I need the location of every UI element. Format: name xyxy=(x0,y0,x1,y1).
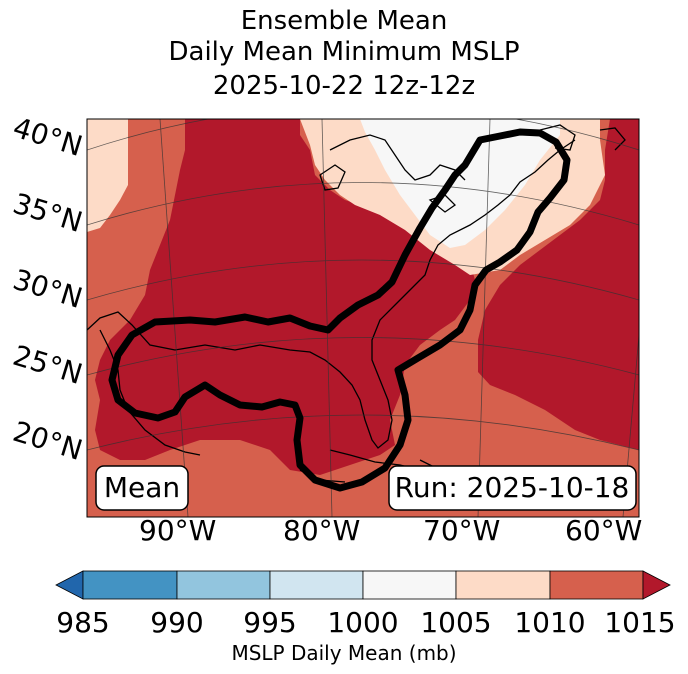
colorbar xyxy=(55,570,671,600)
colorbar-bin-990-995 xyxy=(176,570,271,600)
colorbar-label: MSLP Daily Mean (mb) xyxy=(231,641,457,665)
colorbar-tick-990: 990 xyxy=(150,606,204,639)
run-box-label: Run: 2025-10-18 xyxy=(395,471,630,504)
colorbar-tick-1005: 1005 xyxy=(420,606,492,639)
lon-label-90w: 90°W xyxy=(139,514,217,547)
colorbar-bin-1005-1010 xyxy=(455,570,551,600)
colorbar-bin-985-990 xyxy=(82,570,178,600)
colorbar-bin-1000-1005 xyxy=(362,570,457,600)
map-frame xyxy=(86,118,640,518)
colorbar-tick-1000: 1000 xyxy=(327,606,399,639)
mean-box xyxy=(95,465,189,511)
graticule-lon-70w xyxy=(477,119,491,517)
colorbar-tick-995: 995 xyxy=(243,606,297,639)
graticule-lon-60w xyxy=(622,330,639,517)
graticule-lat-35 xyxy=(87,182,639,226)
lon-label-80w: 80°W xyxy=(283,514,361,547)
run-box xyxy=(388,465,637,511)
title-line-1: Ensemble Mean xyxy=(240,6,448,36)
graticule-lat-25 xyxy=(87,337,639,376)
colorbar-extend-low xyxy=(55,570,84,600)
pressure-field-1000-1005 xyxy=(360,119,560,248)
colorbar-extend-high xyxy=(642,570,671,600)
colorbar-bin-995-1000 xyxy=(269,570,364,600)
pressure-field-above-1015-east xyxy=(478,119,639,450)
colorbar-bin-1010-1015 xyxy=(549,570,644,600)
storm-track-contour xyxy=(108,128,571,492)
mean-box-label: Mean xyxy=(104,471,180,504)
pressure-field-above-1015-west xyxy=(95,119,475,475)
title-line-3: 2025-10-22 12z-12z xyxy=(212,71,476,101)
title-line-2: Daily Mean Minimum MSLP xyxy=(168,37,520,67)
lon-label-60w: 60°W xyxy=(565,514,643,547)
graticule-lat-40 xyxy=(87,119,639,151)
graticule-lat-20 xyxy=(87,414,639,451)
graticule-lat-30 xyxy=(87,259,639,301)
colorbar-tick-985: 985 xyxy=(56,606,110,639)
map-fill-layer xyxy=(87,119,639,517)
graticule-lon-80w xyxy=(321,119,333,517)
colorbar-tick-1010: 1010 xyxy=(514,606,586,639)
pressure-field-1005-1010-northwest xyxy=(87,119,128,232)
lon-label-70w: 70°W xyxy=(423,514,501,547)
colorbar-tick-1015: 1015 xyxy=(604,606,676,639)
